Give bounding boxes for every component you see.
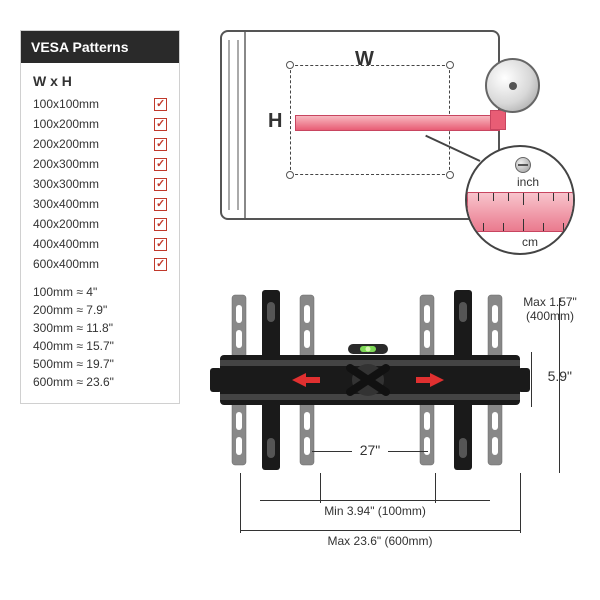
- pattern-size: 400x200mm: [33, 217, 99, 231]
- mount-hole-icon: [446, 61, 454, 69]
- v-bracket: [531, 352, 532, 407]
- pattern-row: 300x400mm: [33, 197, 167, 211]
- tape-measure-band: [295, 115, 500, 131]
- width-label: W: [355, 48, 374, 71]
- mount-hole-icon: [286, 171, 294, 179]
- conversion-row: 300mm ≈ 11.8": [33, 321, 167, 335]
- conversion-row: 600mm ≈ 23.6": [33, 375, 167, 389]
- pattern-row: 100x200mm: [33, 117, 167, 131]
- pattern-size: 100x100mm: [33, 97, 99, 111]
- check-icon: [154, 198, 167, 211]
- pattern-size: 100x200mm: [33, 117, 99, 131]
- dim-width-27: 27": [310, 442, 430, 458]
- pattern-row: 200x200mm: [33, 137, 167, 151]
- ruler-icon: [467, 192, 575, 232]
- zoom-callout: inch cm: [465, 145, 575, 255]
- pattern-size: 600x400mm: [33, 257, 99, 271]
- pattern-row: 100x100mm: [33, 97, 167, 111]
- pattern-size: 400x400mm: [33, 237, 99, 251]
- check-icon: [154, 118, 167, 131]
- cm-label: cm: [522, 235, 538, 249]
- tape-strip: [490, 110, 506, 130]
- pattern-row: 300x300mm: [33, 177, 167, 191]
- mount-illustration: 27" Min 3.94" (100mm) Max 23.6" (600mm) …: [200, 290, 580, 580]
- screw-icon: [515, 157, 531, 173]
- check-icon: [154, 98, 167, 111]
- tick-line: [320, 473, 321, 503]
- pattern-row: 400x200mm: [33, 217, 167, 231]
- mount-hole-icon: [446, 171, 454, 179]
- dim-height-outer: Max 1.57" (400mm): [520, 295, 580, 323]
- pattern-size: 200x200mm: [33, 137, 99, 151]
- check-icon: [154, 138, 167, 151]
- mount-hole-icon: [286, 61, 294, 69]
- tape-measure-reel-icon: [485, 58, 540, 113]
- tick-line: [435, 473, 436, 503]
- pattern-size: 200x300mm: [33, 157, 99, 171]
- panel-title: VESA Patterns: [21, 31, 179, 63]
- pattern-row: 600x400mm: [33, 257, 167, 271]
- check-icon: [154, 238, 167, 251]
- wxh-heading: W x H: [33, 73, 167, 89]
- conversion-list: 100mm ≈ 4" 200mm ≈ 7.9" 300mm ≈ 11.8" 400mm…: [33, 285, 167, 389]
- tick-line: [520, 473, 521, 533]
- pattern-size: 300x400mm: [33, 197, 99, 211]
- check-icon: [154, 158, 167, 171]
- conversion-row: 100mm ≈ 4": [33, 285, 167, 299]
- tv-side-panel: [222, 32, 246, 218]
- conversion-row: 200mm ≈ 7.9": [33, 303, 167, 317]
- v-bracket: [559, 298, 560, 473]
- check-icon: [154, 178, 167, 191]
- conversion-row: 400mm ≈ 15.7": [33, 339, 167, 353]
- panel-body: W x H 100x100mm 100x200mm 200x200mm 200x300…: [21, 63, 179, 403]
- conversion-row: 500mm ≈ 19.7": [33, 357, 167, 371]
- pattern-list: 100x100mm 100x200mm 200x200mm 200x300mm 300x…: [33, 97, 167, 271]
- vesa-panel: VESA Patterns W x H 100x100mm 100x200mm 20…: [20, 30, 180, 404]
- check-icon: [154, 258, 167, 271]
- dim-min-width: Min 3.94" (100mm): [260, 500, 490, 518]
- inch-label: inch: [517, 175, 539, 189]
- pattern-row: 400x400mm: [33, 237, 167, 251]
- pattern-row: 200x300mm: [33, 157, 167, 171]
- dim-max-width: Max 23.6" (600mm): [240, 530, 520, 548]
- pattern-size: 300x300mm: [33, 177, 99, 191]
- check-icon: [154, 218, 167, 231]
- height-label: H: [268, 110, 282, 133]
- tick-line: [240, 473, 241, 533]
